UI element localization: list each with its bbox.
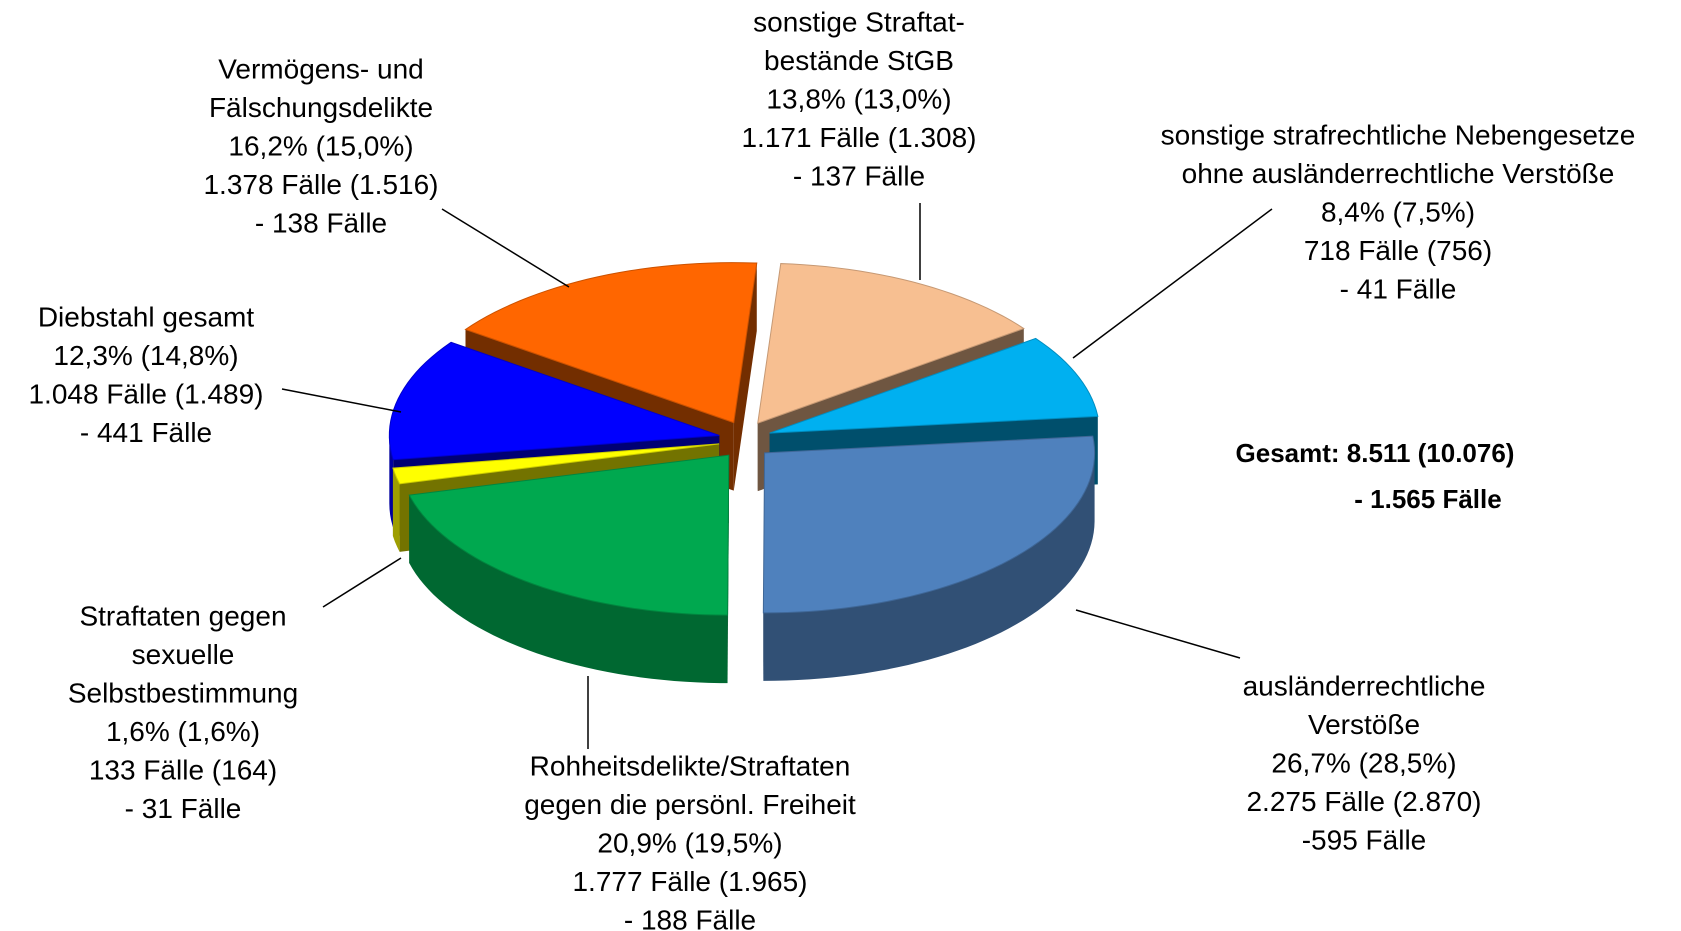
category-label: sexuelle	[132, 639, 235, 670]
change-label: - 188 Fälle	[624, 904, 756, 931]
slice-top	[464, 262, 758, 424]
slice-top	[408, 454, 730, 616]
slice-side	[763, 452, 1095, 681]
category-label: Vermögens- und	[218, 53, 423, 84]
value-label: 1,6% (1,6%)	[106, 716, 260, 747]
case-label: 1.378 Fälle (1.516)	[203, 169, 438, 200]
category-label: Verstöße	[1308, 709, 1420, 740]
leader-line	[281, 388, 402, 413]
slice	[762, 435, 1096, 681]
leader-line	[1072, 208, 1273, 359]
case-label: 1.048 Fälle (1.489)	[28, 378, 263, 409]
category-label: sonstige Straftat-	[753, 6, 965, 37]
category-label: ausländerrechtliche	[1243, 670, 1486, 701]
slice-side	[389, 435, 394, 528]
category-label: Selbstbestimmung	[68, 677, 298, 708]
category-label: gegen die persönl. Freiheit	[524, 789, 856, 820]
case-label: 718 Fälle (756)	[1304, 235, 1492, 266]
value-label: 20,9% (19,5%)	[597, 827, 782, 858]
change-label: - 441 Fälle	[80, 417, 212, 448]
case-label: 1.777 Fälle (1.965)	[572, 866, 807, 897]
leader-line	[441, 208, 570, 288]
change-label: - 31 Fälle	[125, 793, 242, 824]
slice-top	[762, 435, 1096, 614]
slice-top	[769, 337, 1099, 434]
slice-side	[392, 468, 400, 552]
slice-cut-face	[733, 263, 757, 491]
change-label: - 137 Fälle	[793, 160, 925, 191]
slice-side	[409, 495, 728, 684]
slice-top	[392, 443, 720, 485]
slice-top	[388, 341, 720, 461]
category-label: bestände StGB	[764, 45, 954, 76]
change-label: - 41 Fälle	[1340, 273, 1457, 304]
total-change-label: - 1.565 Fälle	[1354, 484, 1501, 514]
case-label: 1.171 Fälle (1.308)	[741, 122, 976, 153]
value-label: 8,4% (7,5%)	[1321, 196, 1475, 227]
category-label: ohne ausländerrechtliche Verstöße	[1182, 158, 1615, 189]
value-label: 13,8% (13,0%)	[766, 83, 951, 114]
leader-line	[1075, 609, 1241, 659]
slice	[408, 454, 730, 684]
case-label: 133 Fälle (164)	[89, 754, 277, 785]
change-label: - 138 Fälle	[255, 207, 387, 238]
total-label: Gesamt: 8.511 (10.076)	[1236, 438, 1515, 468]
case-label: 2.275 Fälle (2.870)	[1246, 786, 1481, 817]
value-label: 26,7% (28,5%)	[1271, 747, 1456, 778]
value-label: 16,2% (15,0%)	[228, 130, 413, 161]
category-label: Straftaten gegen	[79, 600, 286, 631]
category-label: Rohheitsdelikte/Straftaten	[530, 750, 851, 781]
value-label: 12,3% (14,8%)	[53, 340, 238, 371]
category-label: Fälschungsdelikte	[209, 92, 433, 123]
category-label: Diebstahl gesamt	[38, 301, 255, 332]
change-label: -595 Fälle	[1302, 824, 1427, 855]
category-label: sonstige strafrechtliche Nebengesetze	[1161, 119, 1636, 150]
leader-line	[322, 557, 402, 608]
slice-top	[757, 263, 1025, 424]
